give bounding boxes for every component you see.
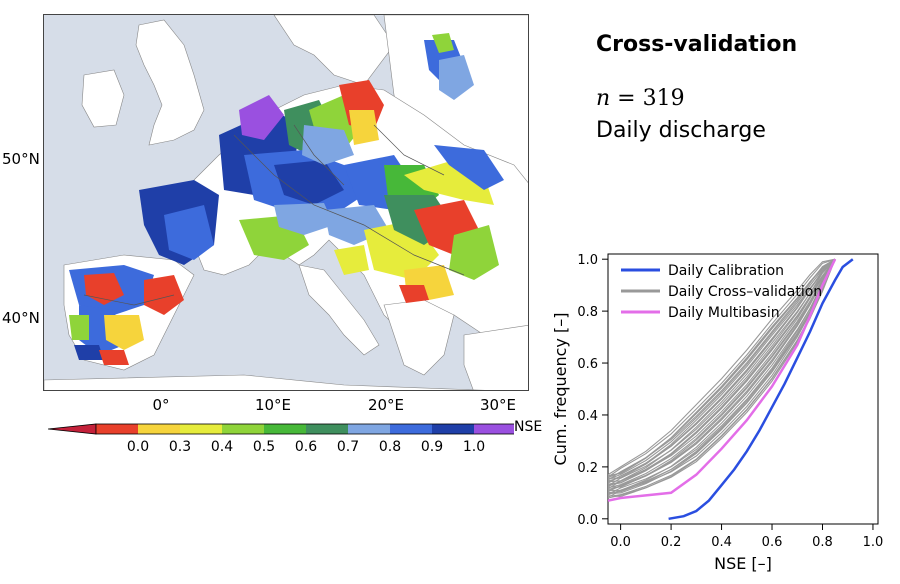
colorbar-tick-label: 0.5	[252, 439, 276, 455]
x-tick-label: 0.2	[661, 535, 682, 550]
cross-validation-curve	[608, 258, 836, 480]
cross-validation-curve	[608, 258, 836, 485]
europe-nse-map	[43, 14, 529, 391]
y-tick-label: 0.6	[577, 357, 598, 372]
cross-validation-curve	[608, 258, 836, 492]
lat-label-40n: 40°N	[2, 309, 40, 327]
y-axis-label: Cum. frequency [–]	[551, 313, 570, 466]
lat-label-50n: 50°N	[2, 150, 40, 168]
y-tick-label: 1.0	[577, 253, 598, 268]
colorbar-tick-label: 0.6	[294, 439, 318, 455]
cross-validation-curve	[608, 258, 836, 480]
colorbar-segment	[432, 424, 474, 434]
x-tick-label: 0.0	[610, 535, 631, 550]
x-axis-label: NSE [–]	[714, 554, 772, 573]
colorbar-segment	[138, 424, 180, 434]
colorbar-tick-label: 0.0	[126, 439, 150, 455]
cross-validation-curve	[608, 258, 836, 488]
cross-validation-curve	[608, 258, 836, 483]
plot-series	[608, 258, 854, 521]
y-tick-label: 0.0	[577, 513, 598, 528]
lon-label-30e: 30°E	[479, 396, 517, 414]
y-tick-label: 0.4	[577, 409, 598, 424]
cross-validation-curve	[608, 258, 836, 477]
legend-label: Daily Cross–validation	[668, 284, 822, 300]
colorbar-extension	[48, 423, 97, 435]
colorbar-tick-label: 0.7	[336, 439, 360, 455]
sample-size-value: 319	[642, 86, 685, 111]
colorbar-segment	[390, 424, 432, 434]
colorbar-tick-label: 0.4	[210, 439, 234, 455]
lon-label-10e: 10°E	[254, 396, 292, 414]
x-tick-label: 1.0	[863, 535, 884, 550]
x-tick-label: 0.6	[762, 535, 783, 550]
colorbar-unit-label: NSE	[514, 419, 543, 435]
cdf-chart: 0.0 0.2 0.4 0.6 0.8 1.0 0.0 0.2 0.4 0.6 0.8 1.0 NSE …	[551, 253, 884, 573]
legend-label: Daily Multibasin	[668, 305, 780, 321]
sample-size: n = 319	[596, 86, 685, 111]
cross-validation-curve	[608, 258, 836, 489]
x-tick-label: 0.8	[812, 535, 833, 550]
calibration-line	[668, 258, 854, 521]
cross-validation-curve	[608, 258, 836, 494]
x-tick-label: 0.4	[711, 535, 732, 550]
colorbar-segment	[222, 424, 264, 434]
colorbar-outline	[95, 423, 514, 435]
colorbar-segment	[96, 424, 138, 434]
colorbar-segment	[474, 424, 514, 434]
cross-validation-curve	[608, 258, 836, 478]
colorbar-segment	[180, 424, 222, 434]
colorbar-segment	[348, 424, 390, 434]
colorbar-segment	[264, 424, 306, 434]
colorbar-tick-label: 0.9	[420, 439, 444, 455]
river-lines	[83, 124, 465, 306]
colorbar-tick-label: 1.0	[462, 439, 486, 455]
chart-legend: Daily Calibration Daily Cross–validation D…	[621, 263, 822, 321]
y-tick-label: 0.2	[577, 461, 598, 476]
lon-label-20e: 20°E	[367, 396, 405, 414]
colorbar-tick-label: 0.8	[378, 439, 402, 455]
sample-size-symbol: n =	[596, 86, 643, 111]
multibasin-line	[608, 258, 837, 502]
catchments	[69, 33, 504, 365]
colorbar-tick-label: 0.3	[168, 439, 192, 455]
legend-label: Daily Calibration	[668, 263, 784, 279]
panel-title: Cross-validation	[596, 32, 798, 57]
map-canvas	[44, 15, 528, 390]
y-tick-label: 0.8	[577, 305, 598, 320]
panel-subtitle: Daily discharge	[596, 118, 766, 143]
cross-validation-curve	[608, 258, 836, 476]
lon-label-0: 0°	[152, 396, 170, 414]
colorbar-segment	[306, 424, 348, 434]
nse-colorbar	[48, 423, 514, 435]
